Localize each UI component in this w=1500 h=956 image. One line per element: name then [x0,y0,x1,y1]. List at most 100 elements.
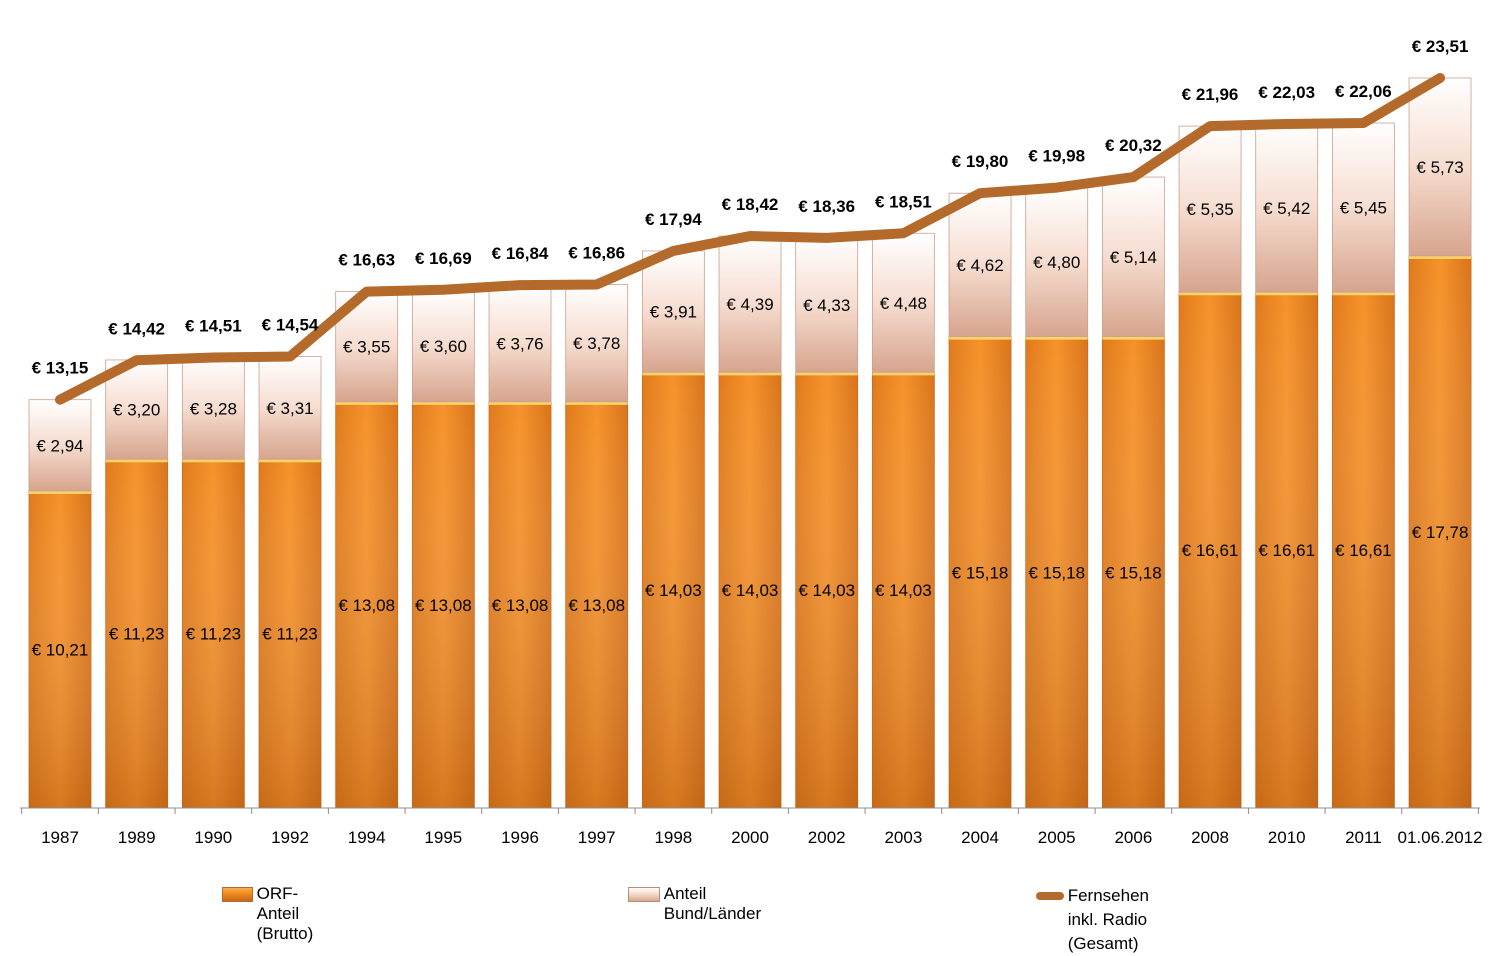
label-bund-1992: € 3,31 [266,399,313,418]
label-bund-1995: € 3,60 [420,337,467,356]
bar-orf-shade-2010 [1255,292,1318,808]
label-orf-1995: € 13,08 [415,596,472,615]
legend-item-bund: Anteil Bund/Länder [628,884,771,924]
bar-orf-shade-2002 [795,372,858,808]
bar-orf-shade-1997 [565,401,628,808]
label-total-1997: € 16,86 [568,243,625,262]
bar-bund-2010 [1255,123,1319,293]
x-tick-label-2004: 2004 [961,828,999,847]
label-orf-1989: € 11,23 [109,625,164,644]
label-bund-2008: € 5,35 [1186,200,1233,219]
label-orf-1998: € 14,03 [645,581,702,600]
bars-layer [28,77,1472,809]
label-total-1995: € 16,69 [415,249,472,268]
label-bund-2004: € 4,62 [956,256,1003,275]
bar-bund-2004 [948,192,1012,338]
label-total-01.06.2012: € 23,51 [1412,37,1469,56]
label-bund-2000: € 4,39 [726,295,773,314]
bar-orf-shade-2005 [1025,336,1088,808]
bar-orf-top-2008 [1179,292,1242,296]
label-orf-2010: € 16,61 [1258,541,1315,560]
label-orf-1994: € 13,08 [338,596,395,615]
x-tick-label-2011: 2011 [1345,828,1382,847]
total-line [55,73,1446,405]
bar-orf-top-2000 [719,372,782,376]
label-orf-1996: € 13,08 [492,596,549,615]
bar-orf-shade-1989 [105,459,168,808]
x-tick-label-2008: 2008 [1191,828,1229,847]
bar-orf-top-1987 [29,490,91,494]
label-orf-01.06.2012: € 17,78 [1412,523,1469,542]
bar-orf-shade-2003 [872,372,935,808]
label-orf-2003: € 14,03 [875,581,932,600]
bar-orf-top-01.06.2012 [1409,255,1472,259]
label-total-2005: € 19,98 [1028,147,1085,166]
bar-bund-1990 [181,357,245,460]
bar-bund-1997 [565,284,629,403]
label-total-1998: € 17,94 [645,210,702,229]
bar-orf-top-2003 [872,372,935,376]
x-tick-label-1998: 1998 [654,828,692,847]
bar-bund-2002 [795,237,859,373]
bar-orf-top-2004 [949,336,1012,340]
label-total-2004: € 19,80 [952,152,1009,171]
label-bund-1994: € 3,55 [343,338,390,357]
x-tick-label-1989: 1989 [118,828,156,847]
label-orf-1992: € 11,23 [262,625,317,644]
label-bund-1997: € 3,78 [573,334,620,353]
bar-bund-2006 [1101,176,1165,338]
label-total-2008: € 21,96 [1182,85,1239,104]
bar-orf-shade-1995 [412,401,475,808]
label-total-2002: € 18,36 [798,197,855,216]
label-total-1989: € 14,42 [108,319,165,338]
label-bund-2005: € 4,80 [1033,253,1080,272]
label-bund-1989: € 3,20 [113,401,160,420]
bar-orf-top-2011 [1332,292,1395,296]
bar-bund-1995 [411,289,475,403]
label-bund-1998: € 3,91 [650,303,697,322]
bar-orf-shade-1998 [642,372,705,808]
bar-bund-2003 [871,232,935,373]
label-total-1990: € 14,51 [185,316,242,335]
x-tick-label-1987: 1987 [41,828,79,847]
bar-orf-shade-1994 [335,401,398,808]
bar-orf-top-1992 [259,459,322,463]
label-orf-1990: € 11,23 [186,625,241,644]
x-tick-label-1997: 1997 [578,828,616,847]
legend-label-orf: ORF-Anteil (Brutto) [256,884,314,943]
x-tick-label-1992: 1992 [271,828,309,847]
label-total-2011: € 22,06 [1335,82,1392,101]
bar-bund-01.06.2012 [1408,77,1472,257]
bar-orf-shade-01.06.2012 [1409,255,1472,808]
label-bund-1987: € 2,94 [36,436,83,455]
bar-orf-top-2006 [1102,336,1165,340]
legend-label-total: Fernsehen inkl. Radio (Gesamt) [1068,884,1168,956]
label-total-2010: € 22,03 [1258,83,1315,102]
label-orf-2004: € 15,18 [952,563,1009,582]
label-total-1996: € 16,84 [492,244,549,263]
x-tick-label-2000: 2000 [731,828,769,847]
x-tick-label-2003: 2003 [884,828,922,847]
bar-bund-2000 [718,235,782,373]
x-tick-label-2006: 2006 [1114,828,1152,847]
label-total-2006: € 20,32 [1105,136,1162,155]
label-total-2003: € 18,51 [875,192,932,211]
x-axis-ticks: 1987 1989 1990 1992 1994 1995 1996 1997 1998 2000… [21,808,1483,847]
x-tick-label-1996: 1996 [501,828,539,847]
legend-label-total-line1: Fernsehen inkl. Radio [1067,886,1149,929]
bar-bund-1996 [488,284,552,403]
total-line-layer [55,73,1446,405]
label-orf-2008: € 16,61 [1182,541,1239,560]
label-orf-2002: € 14,03 [798,581,855,600]
legend-item-orf: ORF-Anteil (Brutto) [222,884,337,944]
bar-orf-top-1989 [105,459,168,463]
bar-bund-2011 [1331,122,1395,293]
bar-orf-top-1998 [642,372,705,376]
bar-bund-2008 [1178,125,1242,293]
label-total-1994: € 16,63 [338,251,395,270]
bar-orf-top-1997 [565,401,628,405]
label-bund-01.06.2012: € 5,73 [1416,158,1463,177]
bar-orf-shade-1990 [182,459,245,808]
bar-orf-top-1995 [412,401,475,405]
